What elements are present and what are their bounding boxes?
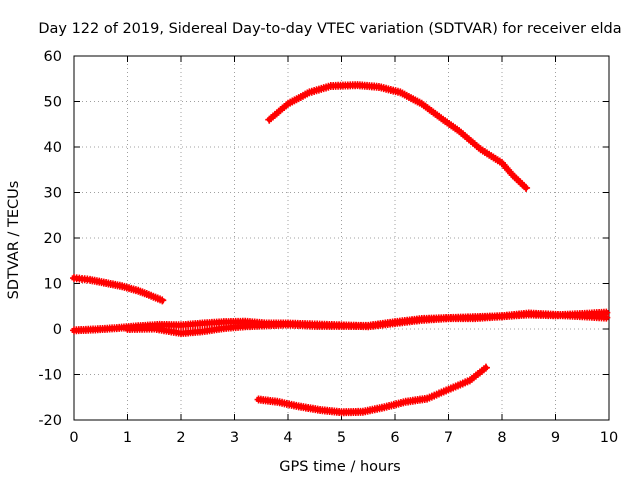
y-tick-label: -20 xyxy=(38,413,62,429)
y-tick-label: 0 xyxy=(53,322,62,338)
x-axis-label: GPS time / hours xyxy=(279,459,400,475)
x-tick-label: 10 xyxy=(600,430,618,446)
y-tick-label: 40 xyxy=(44,140,62,156)
x-tick-label: 5 xyxy=(337,430,346,446)
grid-lines xyxy=(74,56,609,420)
y-tick-label: 10 xyxy=(44,277,62,293)
data-point xyxy=(481,363,490,372)
x-tick-label: 4 xyxy=(283,430,292,446)
series-arc-2 xyxy=(265,81,531,192)
x-tick-label: 9 xyxy=(551,430,560,446)
series-arc-5 xyxy=(123,309,611,338)
x-tick-label: 3 xyxy=(230,430,239,446)
data-series xyxy=(70,81,611,417)
data-point xyxy=(522,183,531,192)
x-tick-label: 2 xyxy=(176,430,185,446)
series-line xyxy=(265,82,530,192)
data-point xyxy=(158,296,167,305)
y-tick-label: 30 xyxy=(44,186,62,202)
axis-ticks: 0 1 2 3 4 5 6 7 8 9 10 -20 -10 0 10 20 30 40 50 60 xyxy=(38,49,618,446)
y-tick-label: -10 xyxy=(38,368,62,384)
x-tick-label: 8 xyxy=(497,430,506,446)
x-tick-label: 1 xyxy=(123,430,132,446)
y-tick-label: 60 xyxy=(44,49,62,65)
y-tick-label: 20 xyxy=(44,231,62,247)
data-point xyxy=(602,313,611,322)
series-arc-1 xyxy=(70,274,167,305)
series-arc-3 xyxy=(254,363,490,417)
y-tick-label: 50 xyxy=(44,95,62,111)
x-tick-label: 7 xyxy=(444,430,453,446)
x-tick-label: 0 xyxy=(69,430,78,446)
y-axis-label: SDTVAR / TECUs xyxy=(6,181,22,300)
x-tick-label: 6 xyxy=(390,430,399,446)
chart-title: Day 122 of 2019, Sidereal Day-to-day VTE… xyxy=(38,21,621,37)
